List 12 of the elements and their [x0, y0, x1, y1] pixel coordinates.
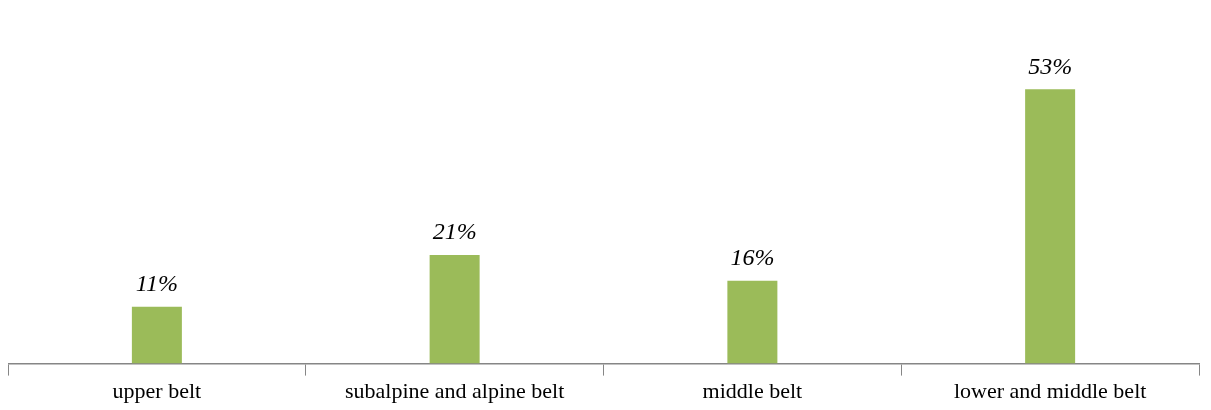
x-tick-label: subalpine and alpine belt	[344, 377, 565, 403]
data-label: 53%	[1028, 52, 1073, 79]
x-tick-label: lower and middle belt	[953, 377, 1147, 403]
data-label: 21%	[432, 218, 477, 245]
x-tick-label: middle belt	[702, 377, 803, 403]
x-tick-label: upper belt	[112, 377, 202, 403]
data-label: 11%	[135, 269, 178, 296]
data-label: 16%	[730, 244, 775, 271]
bar	[727, 280, 778, 364]
bar	[429, 254, 480, 364]
bar	[131, 306, 182, 364]
bar	[1025, 89, 1076, 364]
